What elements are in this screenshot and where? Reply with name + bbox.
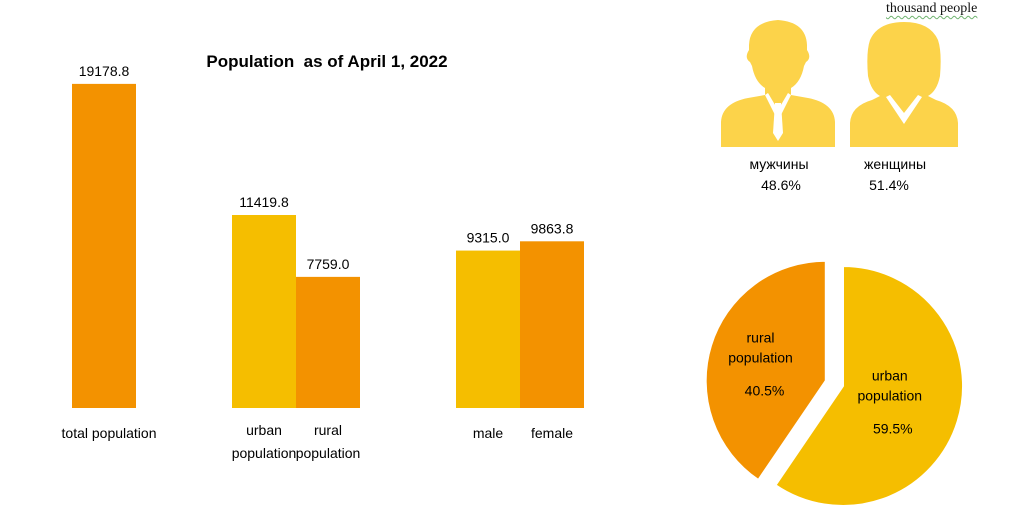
chart-title: Population as of April 1, 2022	[206, 52, 447, 71]
bar	[296, 276, 360, 408]
pie-slice	[704, 259, 827, 482]
pie-slice-label: rural population	[728, 329, 793, 365]
woman-silhouette-icon	[850, 22, 958, 147]
gender-panel: мужчины 48.6% женщины 51.4%	[721, 20, 958, 193]
female-percent: 51.4%	[869, 177, 909, 193]
bar-value-label: 9315.0	[467, 230, 510, 246]
pie-chart: urban population 59.5% rural population 40.5%	[704, 259, 965, 507]
bar-category-label: female	[531, 425, 573, 441]
bar	[456, 250, 520, 408]
bar-category-label: total population	[62, 425, 157, 441]
bar-category-label: rural population	[296, 422, 361, 461]
bar-value-label: 19178.8	[79, 63, 130, 79]
bar-chart: 19178.8 total population 11419.8 urban popul…	[62, 63, 584, 461]
unit-label: thousand people	[886, 1, 978, 16]
pie-slice-percent: 59.5%	[873, 421, 913, 437]
bar-value-label: 11419.8	[239, 194, 289, 210]
bar	[72, 83, 136, 408]
female-label: женщины	[864, 156, 926, 172]
bar-value-label: 9863.8	[531, 220, 574, 236]
bar-category-label: urban population	[232, 422, 297, 461]
male-percent: 48.6%	[761, 177, 801, 193]
male-label: мужчины	[749, 156, 808, 172]
pie-slice-percent: 40.5%	[745, 382, 785, 398]
man-silhouette-icon	[721, 20, 835, 147]
bar	[520, 241, 584, 408]
pie-slice	[774, 264, 965, 507]
bar-value-label: 7759.0	[307, 256, 350, 272]
bar	[232, 215, 296, 408]
pie-slice-label: urban population	[857, 368, 922, 404]
bar-category-label: male	[473, 425, 504, 441]
